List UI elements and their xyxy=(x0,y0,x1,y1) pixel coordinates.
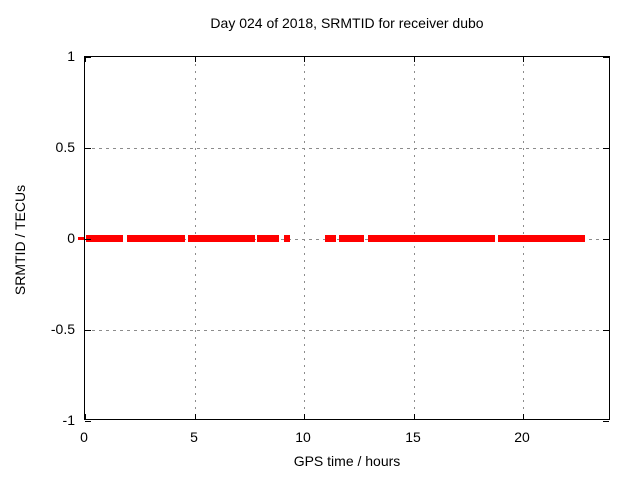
x-tick-bottom xyxy=(195,414,196,419)
y-tick-right xyxy=(603,239,609,240)
x-tick-top xyxy=(195,57,196,62)
y-tick-left xyxy=(85,421,91,422)
data-segment xyxy=(127,235,185,242)
y-tick-left xyxy=(85,148,91,149)
y-tick-right xyxy=(603,421,609,422)
data-segment xyxy=(257,235,279,242)
data-segment xyxy=(498,235,585,242)
data-segment xyxy=(86,235,123,242)
data-segment xyxy=(325,235,336,242)
x-tick-label: 5 xyxy=(190,429,198,445)
x-tick-top xyxy=(304,57,305,62)
x-tick-label: 0 xyxy=(80,429,88,445)
y-tick-left xyxy=(85,239,91,240)
x-tick-label: 15 xyxy=(405,429,421,445)
y-tick-right xyxy=(603,148,609,149)
y-tick-label: 0 xyxy=(67,230,75,246)
y-tick-label: -0.5 xyxy=(50,321,75,337)
x-tick-bottom xyxy=(523,414,524,419)
x-axis-label: GPS time / hours xyxy=(293,453,401,469)
x-tick-bottom xyxy=(414,414,415,419)
y-tick-right xyxy=(603,57,609,58)
clipped-point-marker xyxy=(78,237,84,240)
y-tick-label: 0.5 xyxy=(55,139,75,155)
y-tick-left xyxy=(85,57,91,58)
data-segment xyxy=(368,235,495,242)
chart-title: Day 024 of 2018, SRMTID for receiver dub… xyxy=(210,15,484,31)
y-tick-left xyxy=(85,330,91,331)
data-segment xyxy=(284,235,290,242)
gridline-horizontal xyxy=(85,148,609,149)
x-tick-label: 10 xyxy=(295,429,311,445)
x-tick-bottom xyxy=(85,414,86,419)
x-tick-top xyxy=(523,57,524,62)
data-segment xyxy=(339,235,364,242)
x-tick-bottom xyxy=(304,414,305,419)
x-tick-top xyxy=(85,57,86,62)
x-tick-top xyxy=(414,57,415,62)
y-tick-label: 1 xyxy=(67,48,75,64)
data-segment xyxy=(188,235,255,242)
gridline-horizontal xyxy=(85,330,609,331)
y-tick-right xyxy=(603,330,609,331)
y-tick-label: -1 xyxy=(62,412,75,428)
gridline-vertical xyxy=(304,57,305,419)
plot-area xyxy=(78,56,610,422)
x-tick-label: 20 xyxy=(514,429,530,445)
